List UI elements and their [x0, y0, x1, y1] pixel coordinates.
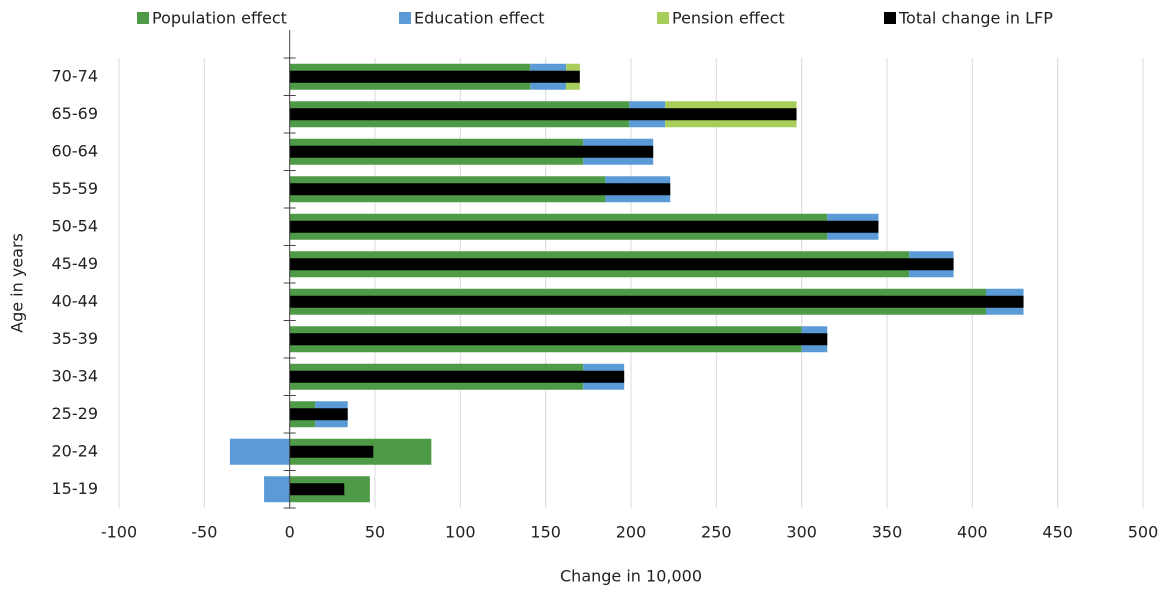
- legend-swatch: [884, 12, 896, 24]
- x-tick-label: 350: [872, 523, 903, 542]
- x-tick-label: 100: [445, 523, 476, 542]
- total-bar: [289, 220, 879, 233]
- x-tick-label: -50: [191, 523, 217, 542]
- x-tick-label: 0: [285, 523, 295, 542]
- y-tick-label: 60-64: [52, 141, 99, 160]
- y-tick-label: 50-54: [52, 216, 99, 235]
- total-bar: [289, 408, 348, 421]
- total-bar: [289, 445, 374, 458]
- x-tick-label: -100: [101, 523, 137, 542]
- total-bar: [289, 145, 654, 158]
- y-tick-label: 70-74: [52, 66, 99, 85]
- legend-swatch: [657, 12, 669, 24]
- y-tick-label: 35-39: [52, 329, 99, 348]
- legend-label: Total change in LFP: [898, 9, 1053, 28]
- legend-label: Pension effect: [672, 9, 785, 28]
- y-tick-label: 55-59: [52, 179, 99, 198]
- total-bar: [289, 370, 625, 383]
- total-bar: [289, 483, 345, 496]
- x-axis-title: Change in 10,000: [560, 567, 702, 586]
- total-bar: [289, 333, 828, 346]
- total-bar: [289, 295, 1024, 308]
- x-tick-label: 250: [701, 523, 732, 542]
- x-tick-label: 50: [365, 523, 385, 542]
- x-tick-label: 150: [530, 523, 561, 542]
- y-axis-title: Age in years: [8, 233, 27, 333]
- legend-swatch: [399, 12, 411, 24]
- y-tick-label: 40-44: [52, 291, 99, 310]
- total-bar: [289, 183, 671, 196]
- y-tick-label: 65-69: [52, 104, 99, 123]
- legend-label: Education effect: [414, 9, 545, 28]
- y-tick-label: 25-29: [52, 404, 99, 423]
- total-bar: [289, 258, 954, 271]
- legend-swatch: [137, 12, 149, 24]
- y-tick-label: 30-34: [52, 366, 99, 385]
- x-tick-label: 450: [1042, 523, 1073, 542]
- total-bar: [289, 70, 580, 83]
- x-tick-label: 300: [786, 523, 817, 542]
- bar-segment: [264, 476, 290, 503]
- y-tick-label: 15-19: [52, 479, 99, 498]
- x-tick-label: 400: [957, 523, 988, 542]
- legend-label: Population effect: [152, 9, 287, 28]
- total-bar: [289, 108, 797, 121]
- x-tick-label: 500: [1128, 523, 1159, 542]
- y-tick-label: 45-49: [52, 254, 99, 273]
- bar-segment: [229, 438, 290, 465]
- y-tick-label: 20-24: [52, 441, 99, 460]
- x-tick-label: 200: [616, 523, 647, 542]
